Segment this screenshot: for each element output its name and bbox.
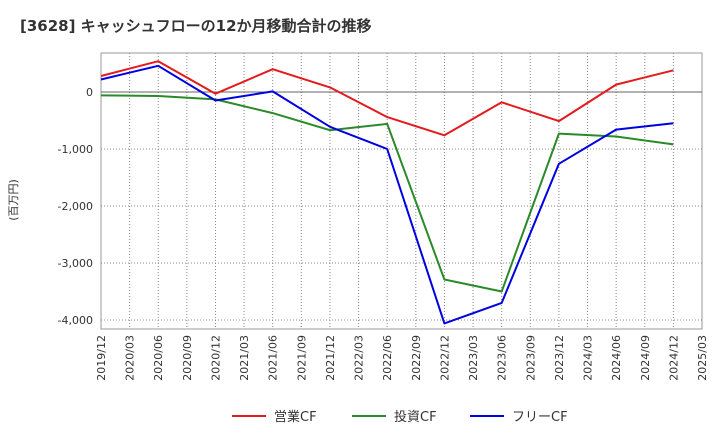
x-tick-label: 2025/03 (696, 335, 709, 381)
legend-label-3: フリーCF (512, 410, 568, 425)
x-tick-label: 2024/03 (582, 335, 595, 381)
x-tick-label: 2021/03 (238, 335, 251, 381)
x-tick-label: 2022/06 (381, 335, 394, 381)
legend-label-1: 営業CF (274, 409, 317, 425)
x-tick-label: 2020/12 (209, 335, 222, 381)
x-tick-label: 2024/12 (667, 335, 680, 381)
legend-label-2: 投資CF (394, 409, 437, 425)
x-tick-label: 2023/09 (524, 335, 537, 381)
y-tick-label: -4,000 (58, 314, 93, 327)
series-layer (100, 60, 674, 325)
x-tick-label: 2020/03 (124, 335, 137, 381)
series-line-3 (100, 64, 674, 325)
grid-layer (101, 53, 702, 329)
x-tick-label: 2022/03 (353, 335, 366, 381)
x-tick-label: 2020/06 (152, 335, 165, 381)
x-tick-label: 2024/09 (639, 335, 652, 381)
chart-title: [3628] キャッシュフローの12か月移動合計の推移 (20, 17, 372, 35)
y-tick-label: -1,000 (58, 143, 93, 156)
x-tick-label: 2022/12 (438, 335, 451, 381)
x-tick-label: 2019/12 (95, 335, 108, 381)
y-tick-label: -2,000 (58, 200, 93, 213)
x-tick-label: 2024/06 (610, 335, 623, 381)
x-tick-label: 2021/09 (295, 335, 308, 381)
y-axis-label: (百万円) (7, 179, 20, 221)
series-line-1 (100, 60, 674, 137)
x-tick-label: 2023/03 (467, 335, 480, 381)
x-tick-label: 2022/09 (410, 335, 423, 381)
legend: 営業CF 投資CF フリーCF (232, 409, 568, 425)
series-line-2 (100, 94, 674, 293)
x-tick-label: 2021/12 (324, 335, 337, 381)
y-tick-label: 0 (86, 86, 93, 99)
x-tick-label: 2023/12 (553, 335, 566, 381)
x-tick-label: 2023/06 (496, 335, 509, 381)
x-tick-labels: 2019/12 2020/03 2020/06 2020/09 2020/12 2021/… (95, 335, 709, 381)
y-tick-label: -3,000 (58, 257, 93, 270)
x-tick-label: 2021/06 (267, 335, 280, 381)
y-tick-labels: 0 -1,000 -2,000 -3,000 -4,000 (58, 86, 93, 327)
x-tick-label: 2020/09 (181, 335, 194, 381)
